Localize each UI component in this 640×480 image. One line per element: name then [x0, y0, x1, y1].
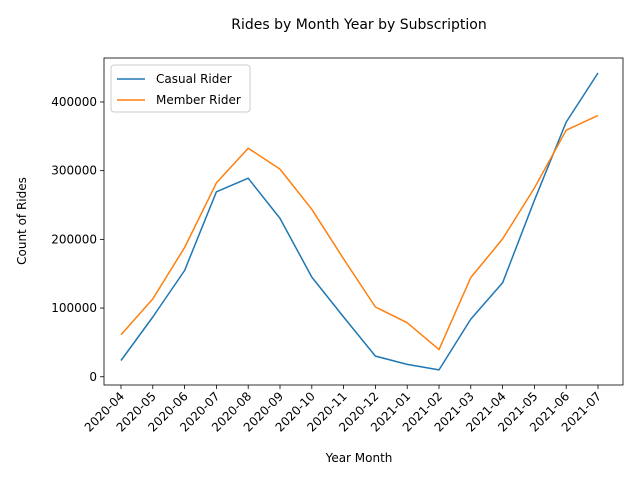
y-tick-label: 0 [89, 370, 97, 384]
legend-label: Casual Rider [156, 72, 232, 86]
y-axis-label: Count of Rides [15, 177, 29, 265]
y-tick-label: 200000 [51, 232, 97, 246]
plot-frame [103, 57, 624, 386]
y-tick-label: 400000 [51, 95, 97, 109]
series-line-2 [120, 114, 599, 351]
legend-box [110, 64, 251, 113]
x-axis: 2020-042020-052020-062020-072020-082020-… [82, 385, 604, 435]
y-tick-label: 100000 [51, 301, 97, 315]
legend-label: Member Rider [156, 93, 241, 107]
y-axis: 0 100000 200000 300000 400000 [51, 95, 104, 384]
series-lines [120, 72, 599, 371]
chart-title: Rides by Month Year by Subscription [231, 17, 487, 33]
series-line-1 [120, 72, 599, 371]
y-tick-label: 300000 [51, 164, 97, 178]
x-axis-label: Year Month [325, 451, 393, 465]
legend: Casual Rider Member Rider [110, 64, 251, 113]
